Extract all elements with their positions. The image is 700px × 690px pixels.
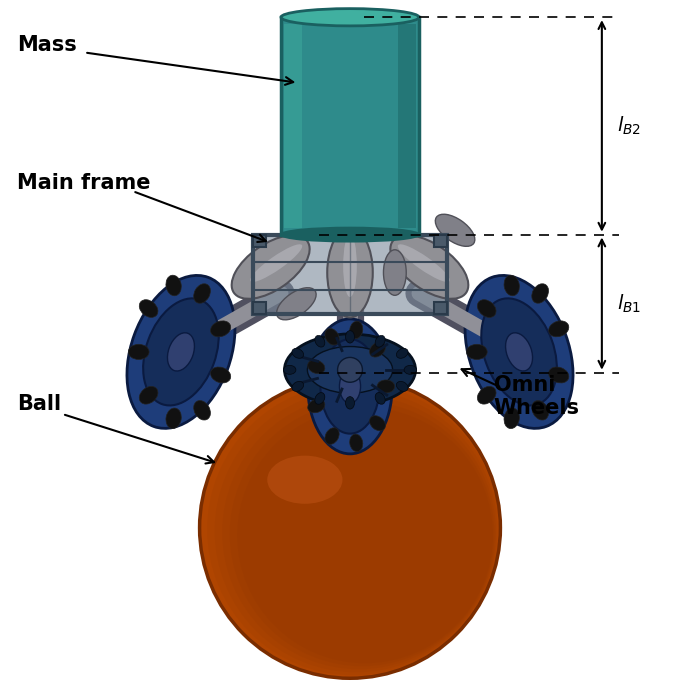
Ellipse shape [396,382,408,391]
Text: $l_{B1}$: $l_{B1}$ [617,293,641,315]
Ellipse shape [325,328,340,345]
Ellipse shape [504,408,519,428]
Ellipse shape [139,299,158,317]
Bar [253,302,266,314]
Ellipse shape [321,339,379,433]
Ellipse shape [284,334,416,406]
Ellipse shape [128,344,149,359]
Ellipse shape [370,416,386,431]
Ellipse shape [549,367,569,383]
Ellipse shape [232,235,309,299]
Ellipse shape [308,360,325,373]
Ellipse shape [370,342,386,357]
Ellipse shape [307,346,393,393]
Ellipse shape [315,393,325,404]
Bar [434,302,447,314]
Ellipse shape [215,389,498,672]
Text: $l_{B2}$: $l_{B2}$ [617,115,641,137]
Ellipse shape [377,380,395,393]
Bar [284,24,302,228]
Ellipse shape [465,275,573,428]
Ellipse shape [343,235,357,297]
Ellipse shape [250,244,302,282]
Bar [434,235,447,247]
Ellipse shape [477,386,496,404]
Bar [253,235,447,314]
Ellipse shape [199,377,500,678]
Bar [253,235,266,247]
Ellipse shape [398,244,450,282]
Text: Ball: Ball [18,394,62,413]
Ellipse shape [222,395,496,669]
Ellipse shape [211,321,231,337]
Ellipse shape [327,228,373,317]
Ellipse shape [435,214,475,246]
Ellipse shape [281,8,419,26]
Ellipse shape [375,335,385,347]
Ellipse shape [167,333,195,371]
Ellipse shape [281,228,419,242]
Ellipse shape [404,365,416,374]
Bar [253,235,447,314]
Ellipse shape [505,333,533,371]
Ellipse shape [340,370,360,403]
Ellipse shape [477,299,496,317]
Ellipse shape [284,365,296,374]
Ellipse shape [346,397,354,409]
Ellipse shape [194,284,211,303]
Ellipse shape [237,408,493,663]
Ellipse shape [139,386,158,404]
Ellipse shape [346,331,354,343]
Ellipse shape [315,335,325,347]
Ellipse shape [292,348,304,358]
Ellipse shape [482,298,556,406]
Ellipse shape [350,322,363,339]
Ellipse shape [207,384,499,676]
Ellipse shape [549,321,569,337]
Ellipse shape [504,275,519,296]
Ellipse shape [466,344,487,359]
Ellipse shape [375,393,385,404]
Ellipse shape [127,275,235,428]
Ellipse shape [325,428,340,444]
Text: Main frame: Main frame [18,173,151,193]
Text: Mass: Mass [18,35,77,55]
Ellipse shape [532,284,549,303]
Ellipse shape [350,434,363,451]
Ellipse shape [211,367,231,383]
Ellipse shape [166,275,181,296]
Ellipse shape [276,288,316,320]
Ellipse shape [391,235,468,299]
Ellipse shape [194,401,211,420]
Circle shape [337,357,363,382]
Ellipse shape [532,401,549,420]
Ellipse shape [166,408,181,428]
Text: Omni
Wheels: Omni Wheels [494,375,580,418]
Ellipse shape [144,298,218,406]
Ellipse shape [292,382,304,391]
Ellipse shape [308,319,392,454]
Bar [398,24,416,228]
Ellipse shape [267,455,342,504]
Ellipse shape [230,402,494,667]
Ellipse shape [396,348,408,358]
Ellipse shape [384,250,406,295]
Bar [281,17,419,235]
Ellipse shape [308,400,325,413]
